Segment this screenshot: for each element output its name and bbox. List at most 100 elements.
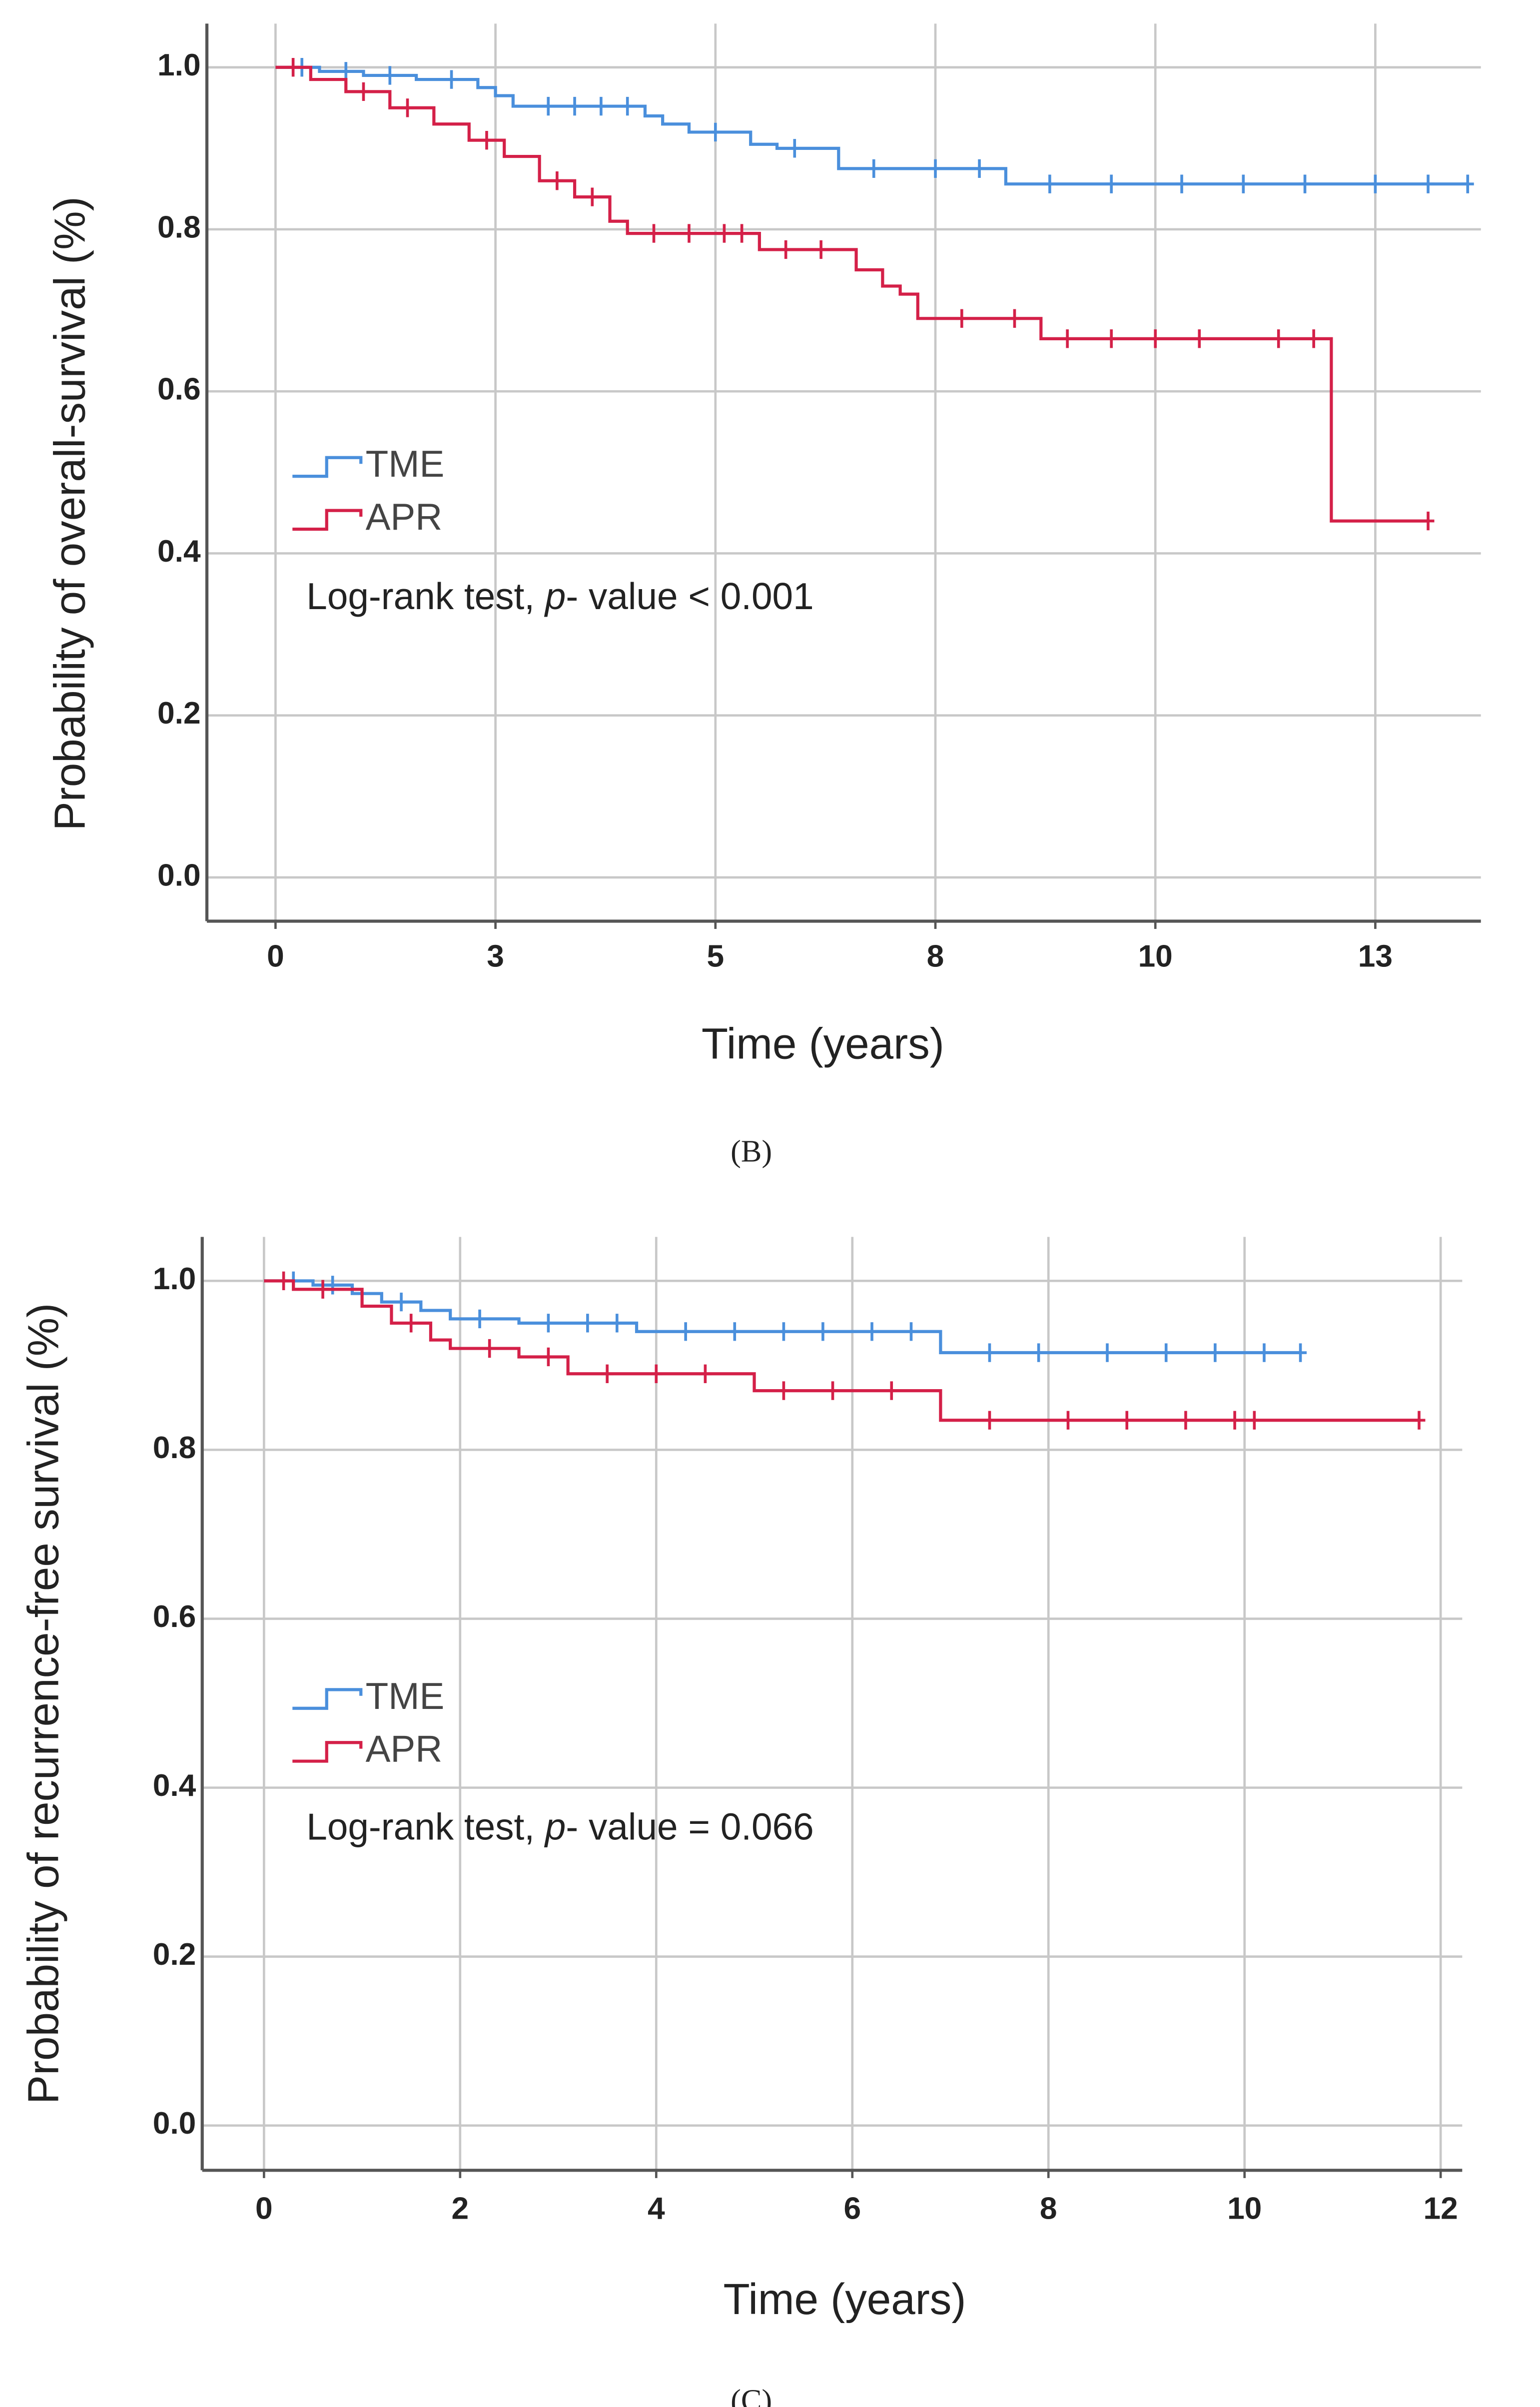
y-tick-label: 1.0 — [153, 1262, 196, 1296]
censor-mark — [779, 240, 792, 259]
x-tick-label: 13 — [1358, 939, 1393, 974]
censor-mark — [905, 1322, 917, 1341]
legend-swatch — [292, 1688, 363, 1710]
censor-mark — [595, 96, 608, 116]
censor-mark — [401, 98, 414, 117]
x-tick-label: 10 — [1138, 939, 1173, 974]
annotation-part: p — [544, 1805, 566, 1847]
censor-mark — [867, 159, 880, 178]
censor-mark — [483, 1339, 496, 1358]
censor-mark — [973, 159, 986, 178]
x-axis-label: Time (years) — [702, 1020, 944, 1068]
censor-mark — [316, 1280, 329, 1299]
legend-swatch — [292, 456, 363, 478]
legend-label: APR — [366, 496, 443, 538]
x-tick-label: 0 — [255, 2192, 273, 2226]
y-tick-label: 0.8 — [157, 210, 201, 244]
y-tick-label: 0.4 — [153, 1768, 196, 1803]
censor-mark — [728, 1322, 741, 1341]
censor-mark — [648, 224, 660, 243]
x-tick-label: 6 — [843, 2192, 861, 2226]
censor-mark — [542, 96, 555, 116]
annotation: Log-rank test, p- value < 0.001 — [306, 575, 813, 617]
censor-mark — [611, 1314, 624, 1333]
censor-mark — [542, 1314, 555, 1333]
censor-mark — [983, 1411, 996, 1430]
survival-line — [264, 1279, 1301, 1355]
censor-mark — [568, 96, 581, 116]
censor-mark — [683, 224, 696, 243]
censor-mark — [383, 66, 396, 85]
censor-mark — [814, 240, 827, 259]
censor-mark — [1032, 1343, 1045, 1362]
x-tick-label: 8 — [1040, 2192, 1057, 2226]
censor-mark — [826, 1381, 839, 1400]
censor-mark — [621, 96, 634, 116]
y-tick-label: 0.0 — [157, 858, 201, 892]
censor-mark — [601, 1364, 614, 1383]
censor-mark — [679, 1322, 692, 1341]
censor-mark — [816, 1322, 829, 1341]
censor-mark — [983, 1343, 996, 1362]
legend-label: TME — [366, 1675, 445, 1717]
censor-mark — [1209, 1343, 1222, 1362]
legend-swatch — [292, 509, 363, 531]
censor-mark — [542, 1347, 555, 1367]
y-tick-label: 0.2 — [157, 696, 201, 731]
censor-mark — [1179, 1411, 1192, 1430]
x-tick-label: 4 — [648, 2192, 665, 2226]
x-tick-label: 0 — [267, 939, 284, 974]
censor-mark — [777, 1381, 790, 1400]
censor-mark — [1422, 174, 1435, 193]
censor-mark — [929, 159, 942, 178]
censor-mark — [1294, 1343, 1307, 1362]
y-tick-label: 0.8 — [153, 1431, 196, 1465]
censor-mark — [1307, 329, 1320, 348]
censor-mark — [1105, 174, 1118, 193]
x-tick-label: 8 — [927, 939, 944, 974]
censor-mark — [445, 70, 458, 89]
censor-mark — [405, 1314, 418, 1333]
annotation-part: Log-rank test, — [306, 575, 545, 617]
annotation-part: Log-rank test, — [306, 1805, 545, 1847]
censor-mark — [287, 58, 300, 77]
censor-mark — [357, 82, 370, 101]
censor-mark — [1062, 1411, 1074, 1430]
censor-mark — [1193, 329, 1206, 348]
censor-mark — [1258, 1343, 1271, 1362]
y-tick-label: 0.2 — [153, 1937, 196, 1972]
annotation-part: p — [544, 575, 566, 617]
censor-mark — [1461, 174, 1474, 193]
censor-mark — [326, 1276, 339, 1295]
censor-mark — [650, 1364, 663, 1383]
censor-mark — [1061, 329, 1074, 348]
censor-mark — [736, 224, 749, 243]
censor-mark — [395, 1292, 408, 1312]
survival-line — [275, 65, 1468, 186]
censor-mark — [473, 1309, 486, 1329]
censor-mark — [718, 224, 731, 243]
censor-mark — [1237, 174, 1250, 193]
censor-mark — [1413, 1411, 1426, 1430]
x-axis-label: Time (years) — [724, 2275, 966, 2324]
panel-caption: (C) — [731, 2384, 772, 2407]
x-tick-label: 2 — [451, 2192, 469, 2226]
censor-mark — [955, 309, 968, 328]
censor-mark — [1299, 174, 1311, 193]
censor-mark — [1272, 329, 1285, 348]
censor-mark — [1149, 329, 1162, 348]
censor-mark — [1175, 174, 1188, 193]
legend-label: TME — [366, 443, 445, 485]
censor-mark — [788, 139, 801, 158]
annotation: Log-rank test, p- value = 0.066 — [306, 1805, 813, 1847]
censor-mark — [480, 130, 493, 150]
y-tick-label: 0.6 — [153, 1600, 196, 1634]
x-tick-label: 5 — [707, 939, 724, 974]
censor-mark — [699, 1364, 712, 1383]
censor-mark — [1120, 1411, 1133, 1430]
legend-swatch — [292, 1741, 363, 1763]
censor-mark — [1043, 174, 1056, 193]
y-tick-label: 1.0 — [157, 48, 201, 82]
